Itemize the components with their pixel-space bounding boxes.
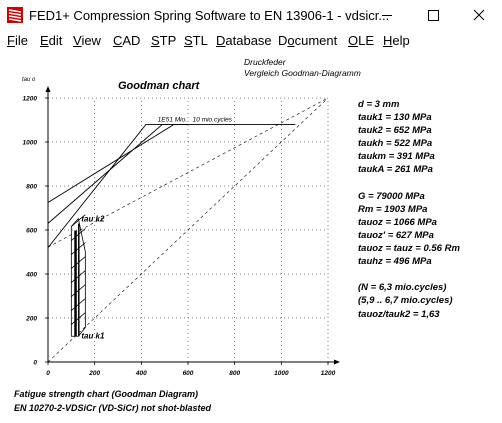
minimize-button[interactable]: [364, 0, 410, 31]
param-line: d = 3 mm: [358, 99, 400, 110]
fatigue-band-hatch: [71, 214, 86, 227]
header-line-1: Druckfeder: [244, 57, 286, 67]
param-line: taukm = 391 MPa: [358, 151, 435, 163]
diagonal-line: [47, 97, 329, 363]
app-spring-icon: [7, 7, 23, 23]
maximize-icon: [428, 10, 439, 21]
menu-edit[interactable]: Edit: [40, 33, 63, 48]
menu-ole[interactable]: OLE: [348, 33, 375, 48]
param-line: G = 79000 MPa: [358, 190, 425, 202]
footer-line-1: Fatigue strength chart (Goodman Diagram): [14, 389, 199, 399]
minimize-icon: [382, 15, 392, 16]
x-tick-label: 400: [135, 370, 147, 377]
param-spacer: [358, 178, 460, 191]
chart-title: Goodman chart: [118, 80, 200, 92]
y-tick-label: 1000: [23, 140, 38, 147]
param-line: (5,9 .. 6,7 mio.cycles): [358, 295, 453, 307]
tau-k2-label: tau k2: [81, 215, 105, 224]
title-bar: FED1+ Compression Spring Software to EN …: [0, 0, 502, 31]
header-line-2: Vergleich Goodman-Diagramm: [244, 68, 361, 78]
series-label: 1E5: [158, 116, 170, 123]
series-label: 1 Mio.: [169, 116, 187, 123]
param-line: tauoz/tauk2 = 1,63: [358, 308, 440, 320]
menu-bar: File Edit View CAD STP STL Database Docu…: [0, 31, 502, 51]
series-line: [47, 123, 188, 224]
param-line: taukA = 261 MPa: [358, 164, 433, 176]
x-tick-label: 800: [229, 370, 240, 377]
spring-parameters: d = 3 mm tauk1 = 130 MPa tauk2 = 652 MPa…: [358, 99, 460, 322]
x-tick-label: 1000: [274, 370, 289, 377]
close-button[interactable]: [456, 0, 502, 31]
document-area: Druckfeder Vergleich Goodman-Diagramm Go…: [0, 51, 502, 423]
y-tick-label: 1200: [23, 96, 38, 103]
param-spacer: [358, 269, 460, 282]
x-tick-label: 200: [88, 370, 100, 377]
menu-cad[interactable]: CAD: [113, 33, 141, 48]
menu-stp[interactable]: STP: [151, 33, 177, 48]
series-line: [47, 123, 296, 203]
param-line: (N = 6,3 mio.cycles): [358, 282, 447, 294]
menu-database[interactable]: Database: [216, 33, 272, 48]
x-tick-label: 600: [183, 370, 194, 377]
y-tick-label: 400: [25, 272, 37, 279]
window-title: FED1+ Compression Spring Software to EN …: [29, 8, 390, 23]
y-tick-label: 200: [25, 316, 37, 323]
y-axis-label: tau o: [22, 77, 36, 83]
param-line: tauoz' = 627 MPa: [358, 229, 434, 241]
param-line: tauhz = 496 MPa: [358, 256, 432, 268]
tau-k1-label: tau k1: [81, 331, 105, 340]
param-line: tauoz = 1066 MPa: [358, 216, 437, 228]
menu-view[interactable]: View: [73, 33, 101, 48]
close-icon: [473, 9, 485, 21]
fatigue-band-outline: [70, 217, 86, 337]
limit-dashed-line: [47, 97, 329, 248]
menu-stl[interactable]: STL: [184, 33, 208, 48]
menu-file[interactable]: File: [7, 33, 28, 48]
y-tick-label: 800: [26, 184, 37, 191]
y-tick-label: 600: [26, 228, 37, 235]
menu-help[interactable]: Help: [383, 33, 410, 48]
x-tick-label: 1200: [321, 370, 336, 377]
param-line: taukh = 522 MPa: [358, 138, 433, 150]
maximize-button[interactable]: [410, 0, 456, 31]
x-axis-arrow: [334, 359, 340, 365]
y-tick-label: 0: [33, 360, 37, 367]
param-line: tauk2 = 652 MPa: [358, 125, 432, 137]
series-label: 10 mio.cycles: [193, 116, 233, 123]
y-axis-arrow: [45, 86, 51, 92]
x-tick-label: 0: [46, 370, 50, 377]
param-line: tauoz = tauz = 0.56 Rm: [358, 243, 460, 255]
menu-document[interactable]: Document: [278, 33, 338, 48]
param-line: Rm = 1903 MPa: [358, 203, 428, 215]
param-line: tauk1 = 130 MPa: [358, 112, 432, 124]
footer-line-2: EN 10270-2-VDSiCr (VD-SiCr) not shot-bla…: [14, 403, 212, 413]
goodman-chart: 0 200 400 600 800 1000 1200 0 200 400 600 800 1000 12…: [22, 77, 340, 377]
